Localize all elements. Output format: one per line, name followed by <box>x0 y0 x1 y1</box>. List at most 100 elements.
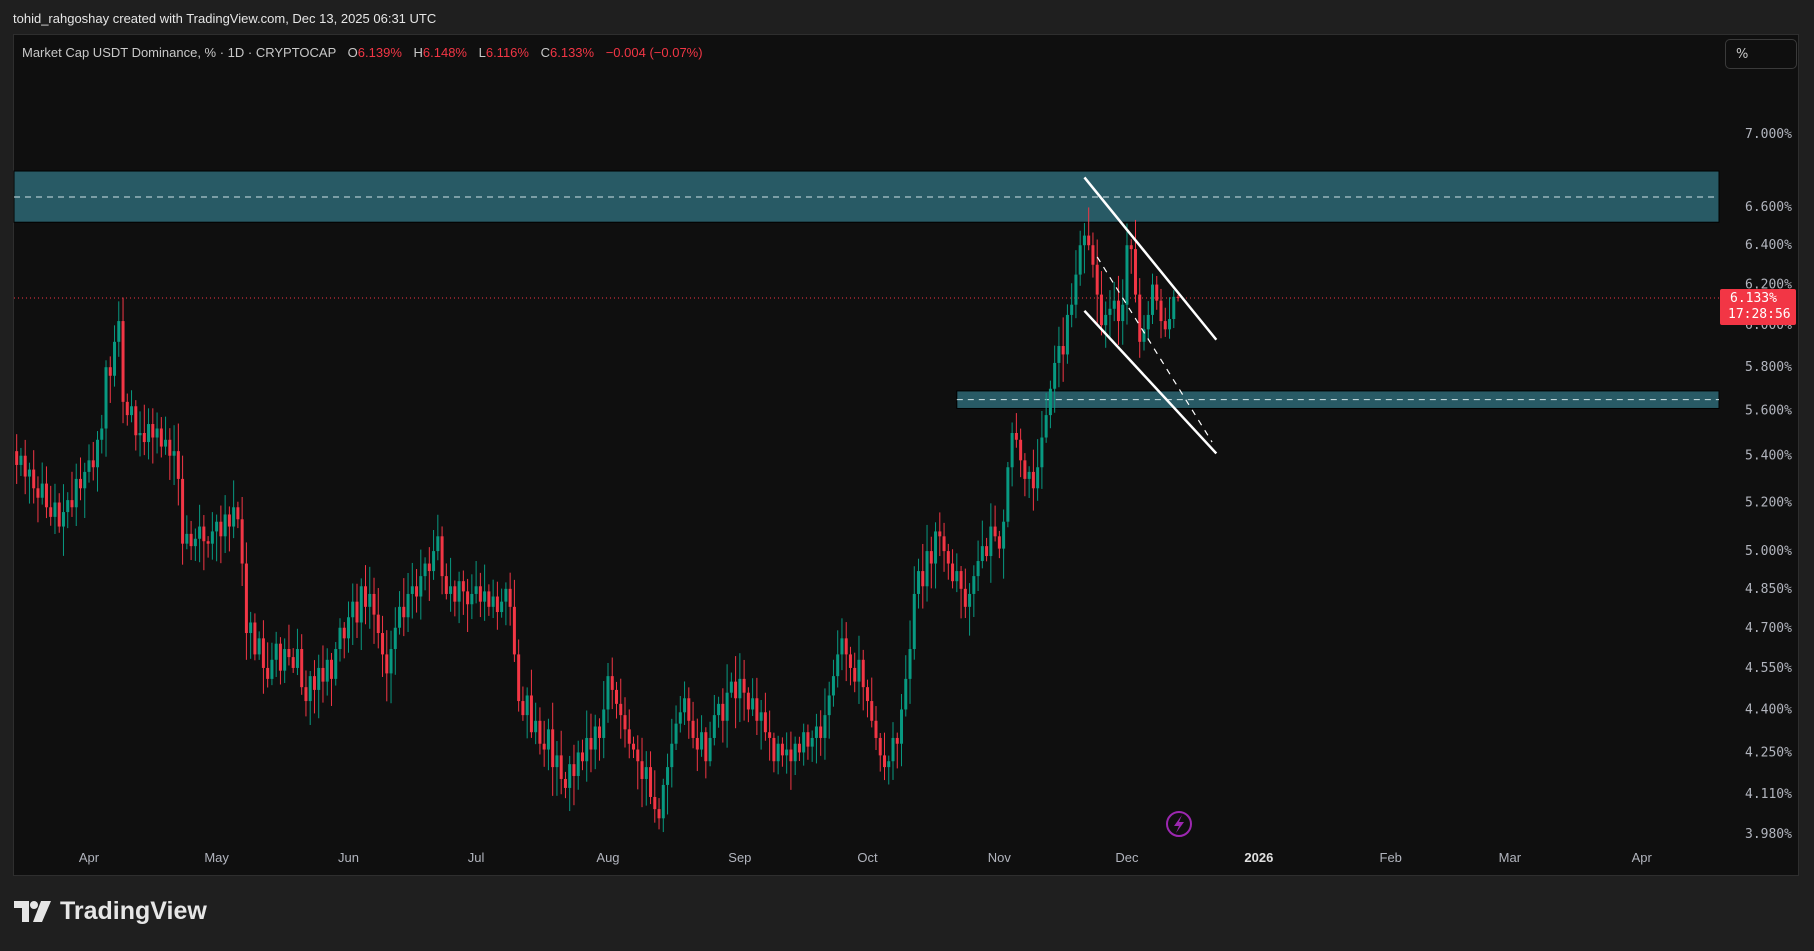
candle-down <box>1019 439 1023 461</box>
candle-down <box>244 563 248 634</box>
candle-down <box>266 667 270 679</box>
candle-up <box>725 692 729 721</box>
candle-up <box>346 617 350 639</box>
price-tick-label: 5.400% <box>1745 449 1792 464</box>
candle-up <box>840 638 844 655</box>
candle-down <box>125 401 129 416</box>
candle-down <box>653 796 657 810</box>
candle-down <box>342 627 346 639</box>
candle-down <box>291 657 295 668</box>
candle-down <box>789 749 793 762</box>
candle-up <box>185 533 189 544</box>
candle-up <box>117 321 121 342</box>
candle-down <box>580 752 584 762</box>
candle-up <box>164 439 168 447</box>
last-price-value: 6.133% <box>1730 291 1777 306</box>
symbol-title[interactable]: Market Cap USDT Dominance, % · 1D · CRYP… <box>22 45 337 60</box>
candle-down <box>985 546 989 557</box>
candle-down <box>91 460 95 468</box>
price-tick-label: 3.980% <box>1745 827 1792 842</box>
time-tick-label: Jul <box>468 850 485 865</box>
candle-up <box>172 451 176 456</box>
time-tick-label: Sep <box>728 850 751 865</box>
candle-down <box>134 406 138 436</box>
candle-up <box>1112 300 1116 309</box>
candle-up <box>87 460 91 472</box>
candle-down <box>376 614 380 634</box>
candle-down <box>589 737 593 750</box>
candle-up <box>432 551 436 572</box>
open-label: O <box>347 45 358 60</box>
candle-up <box>500 601 504 613</box>
candle-down <box>861 659 865 688</box>
price-tick-label: 5.600% <box>1745 404 1792 419</box>
candle-up <box>61 512 65 527</box>
candle-up <box>504 588 508 602</box>
candle-up <box>40 483 44 498</box>
candle-down <box>780 743 784 756</box>
candle-up <box>436 536 440 552</box>
candle-down <box>381 633 385 655</box>
candle-up <box>249 622 253 634</box>
candle-up <box>793 743 797 762</box>
candle-up <box>325 659 329 682</box>
candle-down <box>202 526 206 542</box>
candle-up <box>1002 521 1006 549</box>
candle-down <box>159 428 163 447</box>
low-label: L <box>478 45 486 60</box>
candle-down <box>355 601 359 623</box>
candle-down <box>189 533 193 547</box>
candle-down <box>632 743 636 750</box>
candle-down <box>487 591 491 607</box>
candle-up <box>1108 308 1112 315</box>
candle-up <box>1027 471 1031 479</box>
candle-up <box>147 424 151 443</box>
candle-down <box>385 654 389 674</box>
candle-down <box>240 519 244 564</box>
candle-down <box>521 701 525 716</box>
lightning-icon[interactable] <box>1166 811 1192 837</box>
channel-midline[interactable] <box>1096 256 1213 443</box>
channel-trendline[interactable] <box>1083 176 1218 341</box>
candle-up <box>308 676 312 702</box>
candle-down <box>36 488 40 498</box>
candle-up <box>96 439 100 468</box>
candle-up <box>717 703 721 716</box>
candle-up <box>419 576 423 597</box>
channel-trendline[interactable] <box>1083 309 1218 455</box>
candle-up <box>232 507 236 527</box>
candle-down <box>453 586 457 602</box>
candle-up <box>1053 362 1057 389</box>
candle-down <box>819 726 823 738</box>
candle-down <box>542 743 546 750</box>
candle-down <box>261 638 265 668</box>
candle-up <box>1070 304 1074 315</box>
candle-down <box>108 367 112 376</box>
candle-up <box>389 649 393 674</box>
tradingview-logo[interactable]: TradingView <box>14 897 207 926</box>
price-tick-label: 4.110% <box>1745 787 1792 802</box>
candle-down <box>721 703 725 721</box>
low-value: 6.116% <box>485 45 529 60</box>
candle-down <box>772 737 776 762</box>
candle-up <box>776 743 780 762</box>
candle-down <box>649 767 653 797</box>
candle-down <box>1133 249 1137 295</box>
close-label: C <box>540 45 550 60</box>
candle-up <box>606 676 610 710</box>
candle-down <box>844 638 848 655</box>
candle-up <box>827 695 831 716</box>
time-tick-label: Apr <box>79 850 100 865</box>
candle-down <box>415 586 419 597</box>
candle-down <box>253 622 257 655</box>
candle-down <box>329 659 333 679</box>
candle-down <box>755 698 759 721</box>
candle-up <box>955 571 959 582</box>
candle-down <box>1095 264 1099 295</box>
time-tick-label: Jun <box>338 850 359 865</box>
percent-scale-button[interactable]: % <box>1725 39 1797 69</box>
candle-up <box>113 341 117 376</box>
candle-up <box>525 695 529 716</box>
candle-down <box>921 571 925 587</box>
